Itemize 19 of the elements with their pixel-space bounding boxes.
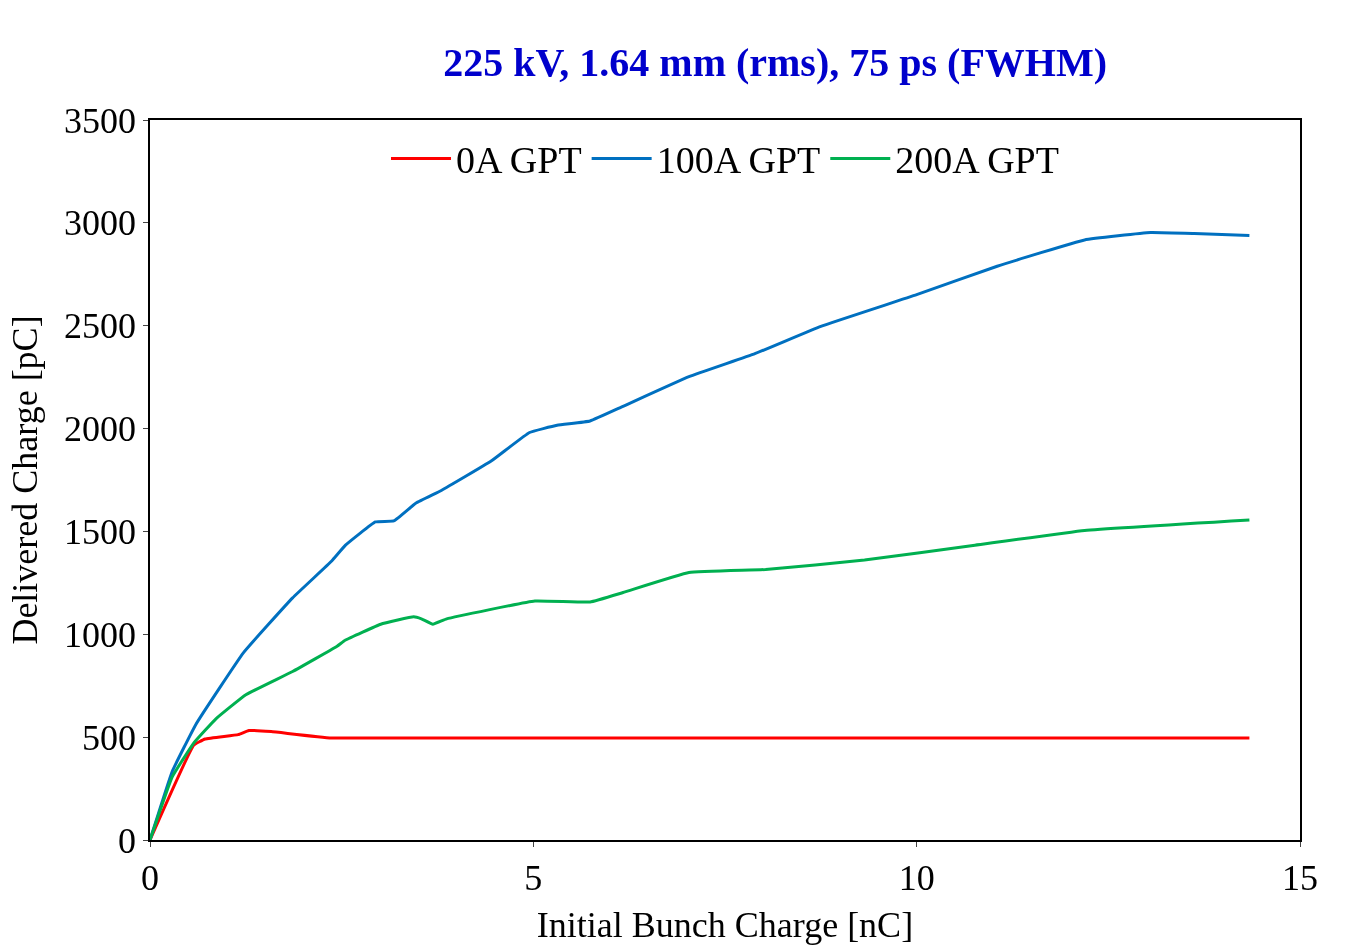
- legend-label: 200A GPT: [895, 139, 1059, 182]
- chart-title: 225 kV, 1.64 mm (rms), 75 ps (FWHM): [443, 39, 1108, 85]
- x-tick-label: 5: [524, 857, 543, 898]
- y-tick-label: 2500: [64, 306, 137, 347]
- y-tick-label: 3000: [64, 203, 137, 244]
- y-tick-label: 2000: [64, 409, 137, 450]
- y-tick-label: 3500: [64, 100, 137, 141]
- y-tick-label: 1000: [64, 614, 137, 655]
- legend-label: 0A GPT: [456, 139, 582, 182]
- y-tick-label: 0: [118, 820, 137, 861]
- legend-label: 100A GPT: [656, 139, 821, 182]
- x-tick-label: 15: [1282, 857, 1318, 898]
- line-series: [150, 729, 1251, 840]
- line-series: [150, 518, 1251, 840]
- x-axis-title: Initial Bunch Charge [nC]: [536, 905, 914, 946]
- x-tick-label: 10: [898, 857, 935, 898]
- y-axis-title: Delivered Charge [pC]: [5, 315, 46, 645]
- y-tick-label: 1500: [64, 512, 137, 553]
- y-tick-label: 500: [82, 717, 137, 758]
